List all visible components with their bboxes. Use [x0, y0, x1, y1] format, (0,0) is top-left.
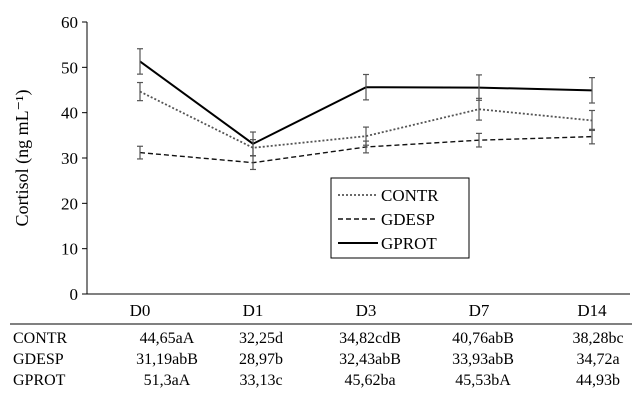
table-row-label: GDESP — [13, 351, 64, 368]
table-cell: 34,72a — [576, 351, 619, 368]
table-cell: 38,28bc — [572, 330, 623, 347]
y-tick-label: 10 — [61, 240, 78, 259]
x-tick-label: D7 — [469, 301, 490, 320]
data-table: CONTR 44,65aA 32,25d 34,82cdB 40,76abB 38,28b… — [13, 330, 624, 389]
series-gprot — [137, 48, 595, 157]
table-cell: 40,76abB — [452, 330, 514, 347]
table-cell: 34,82cdB — [339, 330, 401, 347]
table-cell: 45,53bA — [455, 372, 511, 389]
x-tick-label: D1 — [243, 301, 264, 320]
legend-label: GPROT — [381, 234, 437, 253]
table-cell: 45,62ba — [344, 372, 395, 389]
x-tick-label: D0 — [130, 301, 151, 320]
table-cell: 44,93b — [576, 372, 620, 389]
y-axis-title: Cortisol (ng mL⁻¹) — [12, 90, 33, 227]
y-tick-label: 60 — [61, 13, 78, 32]
table-cell: 33,93abB — [452, 351, 514, 368]
x-axis-ticks: D0 D1 D3 D7 D14 — [130, 301, 608, 320]
series-line — [139, 90, 593, 149]
table-cell: 33,13c — [239, 372, 282, 389]
y-tick-label: 50 — [61, 58, 78, 77]
legend-label: GDESP — [381, 210, 435, 229]
legend: CONTR GDESP GPROT — [330, 177, 470, 259]
legend-box — [330, 177, 470, 259]
y-axis-ticks: 0 10 20 30 40 50 60 — [61, 13, 87, 304]
table-cell: 32,43abB — [339, 351, 401, 368]
y-tick-label: 20 — [61, 194, 78, 213]
x-tick-label: D3 — [356, 301, 377, 320]
x-tick-label: D14 — [577, 301, 607, 320]
legend-label: CONTR — [381, 186, 439, 205]
y-tick-label: 40 — [61, 104, 78, 123]
series-group — [137, 48, 595, 171]
y-tick-label: 0 — [70, 285, 79, 304]
table-cell: 32,25d — [239, 330, 283, 347]
table-row-label: GPROT — [13, 372, 66, 389]
table-cell: 28,97b — [239, 351, 283, 368]
table-row-label: CONTR — [13, 330, 68, 347]
table-cell: 51,3aA — [144, 372, 191, 389]
table-cell: 44,65aA — [140, 330, 195, 347]
table-cell: 31,19abB — [136, 351, 198, 368]
y-tick-label: 30 — [61, 149, 78, 168]
